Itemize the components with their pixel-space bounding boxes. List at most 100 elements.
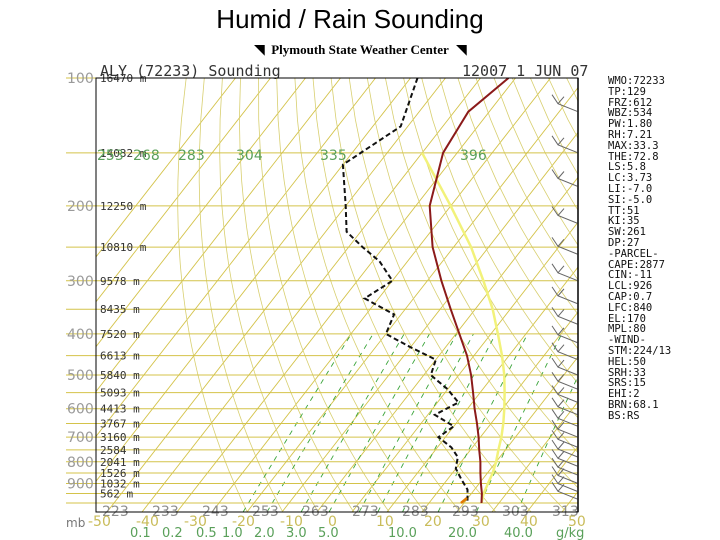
datetime-label: 12007 1 JUN 07	[462, 62, 589, 80]
celsius-label: 50	[568, 514, 586, 530]
wind-barb-feather	[557, 410, 565, 419]
dry-adiabat-line	[258, 78, 390, 512]
celsius-label: -20	[232, 514, 255, 530]
dry-adiabat-line	[198, 78, 284, 512]
wind-barb-feather	[557, 359, 565, 368]
index-line: BS:RS	[608, 409, 640, 422]
dry-adiabat-line	[385, 78, 578, 454]
isotherm-line	[491, 401, 578, 512]
celsius-label: -50	[88, 514, 111, 530]
height-label: 9578 m	[100, 275, 140, 288]
wind-barb-feather	[557, 344, 565, 352]
dry-adiabat-line	[238, 78, 355, 512]
wind-barb-feather	[557, 208, 565, 216]
isotherm-line	[351, 221, 578, 512]
index-line: LC:3.73	[608, 172, 653, 185]
wind-barb-feather	[557, 459, 565, 468]
flag-icon: ◥	[456, 42, 467, 58]
mixing-ratio-line	[377, 333, 474, 512]
index-line: SRS:15	[608, 377, 646, 390]
celsius-label: -40	[136, 514, 159, 530]
pressure-label: 400	[67, 327, 94, 343]
mixing-ratio-label: 0.2	[162, 526, 183, 540]
index-line: CIN:-11	[608, 269, 653, 282]
mixing-ratio-label: 2.0	[254, 526, 275, 540]
height-label: 12250 m	[100, 200, 147, 213]
index-line: SI:-5.0	[608, 193, 653, 206]
dry-adiabat-line	[177, 78, 248, 512]
isotherm-line	[96, 78, 341, 393]
isotherm-line	[96, 78, 376, 438]
indices-panel: WMO:72233 TP:129 FRZ:612 WBZ:534 PW:1.80 RH:7…	[608, 76, 720, 422]
isotherm-line	[96, 78, 271, 303]
profile-clip-group	[341, 78, 510, 504]
index-line: EL:170	[608, 312, 646, 325]
index-line: MPL:80	[608, 323, 646, 336]
height-label: 5840 m	[100, 369, 140, 382]
index-line: WBZ:534	[608, 107, 653, 120]
isotherm-line	[211, 78, 551, 512]
theta-label: 304	[236, 148, 263, 164]
celsius-label: 0	[328, 514, 337, 530]
station-label: ALY (72233) Sounding	[100, 62, 281, 80]
wind-barb-feather	[557, 137, 565, 146]
index-line: RH:7.21	[608, 128, 653, 141]
wind-barb-feather	[557, 399, 565, 408]
pressure-label: 600	[67, 402, 94, 418]
mixing-ratio-label: 3.0	[286, 526, 307, 540]
mixing-ratio-label: 40.0	[504, 526, 533, 540]
pressure-label: 500	[67, 368, 94, 384]
wind-barb	[551, 474, 579, 493]
celsius-label: -30	[184, 514, 207, 530]
parcel-trace	[420, 152, 506, 504]
dry-adiabat-line	[294, 78, 461, 512]
theta-label: 253	[97, 148, 124, 164]
celsius-label: 30	[472, 514, 490, 530]
celsius-label: -10	[280, 514, 303, 530]
wind-barb	[551, 169, 579, 187]
dry-adiabat-line	[421, 78, 578, 384]
index-line: SW:261	[608, 226, 646, 239]
flag-icon: ◥	[254, 42, 265, 58]
theta-label: 283	[178, 148, 205, 164]
height-label: 2584 m	[100, 444, 140, 457]
mixing-ratio-label: g/kg	[556, 526, 584, 540]
index-line: LI:-7.0	[608, 182, 653, 195]
dry-adiabat-line	[219, 78, 319, 512]
isotherm-line	[96, 78, 411, 482]
mixing-ratio-line	[266, 333, 374, 512]
sounding-profiles	[341, 78, 510, 504]
mixing-ratio-label: 0.5	[196, 526, 217, 540]
index-line: STM:224/13	[608, 344, 672, 357]
wind-barb	[551, 372, 579, 390]
dry-adiabat-line	[457, 78, 578, 315]
index-line: SRH:33	[608, 366, 646, 379]
wind-barb	[551, 94, 579, 113]
celsius-label: 40	[520, 514, 538, 530]
height-label: 1526 m	[100, 467, 140, 480]
isopleth-clip-group	[96, 78, 578, 512]
mixing-ratio-label: 1.0	[222, 526, 243, 540]
height-label: 2041 m	[100, 456, 140, 469]
index-line: -WIND-	[608, 334, 646, 347]
dry-adiabat-line	[439, 78, 578, 350]
theta-label: 268	[133, 148, 160, 164]
index-line: PW:1.80	[608, 118, 653, 131]
wind-barb	[551, 325, 579, 344]
index-line: THE:72.8	[608, 150, 659, 163]
pressure-label: 100	[67, 71, 94, 87]
height-label: 8435 m	[100, 303, 140, 316]
wind-barb-feather	[557, 327, 565, 336]
temperature-trace	[428, 78, 510, 504]
mixing-ratio-line	[437, 333, 528, 512]
index-line: TP:129	[608, 85, 646, 98]
height-label: 7520 m	[100, 328, 140, 341]
height-label: 3767 m	[100, 417, 140, 430]
wind-barb	[551, 286, 579, 305]
theta-label: 396	[460, 148, 487, 164]
mixing-ratio-line	[300, 333, 405, 512]
wind-barb	[551, 419, 579, 438]
mixing-ratio-label: 20.0	[448, 526, 477, 540]
wind-barb	[551, 206, 579, 224]
